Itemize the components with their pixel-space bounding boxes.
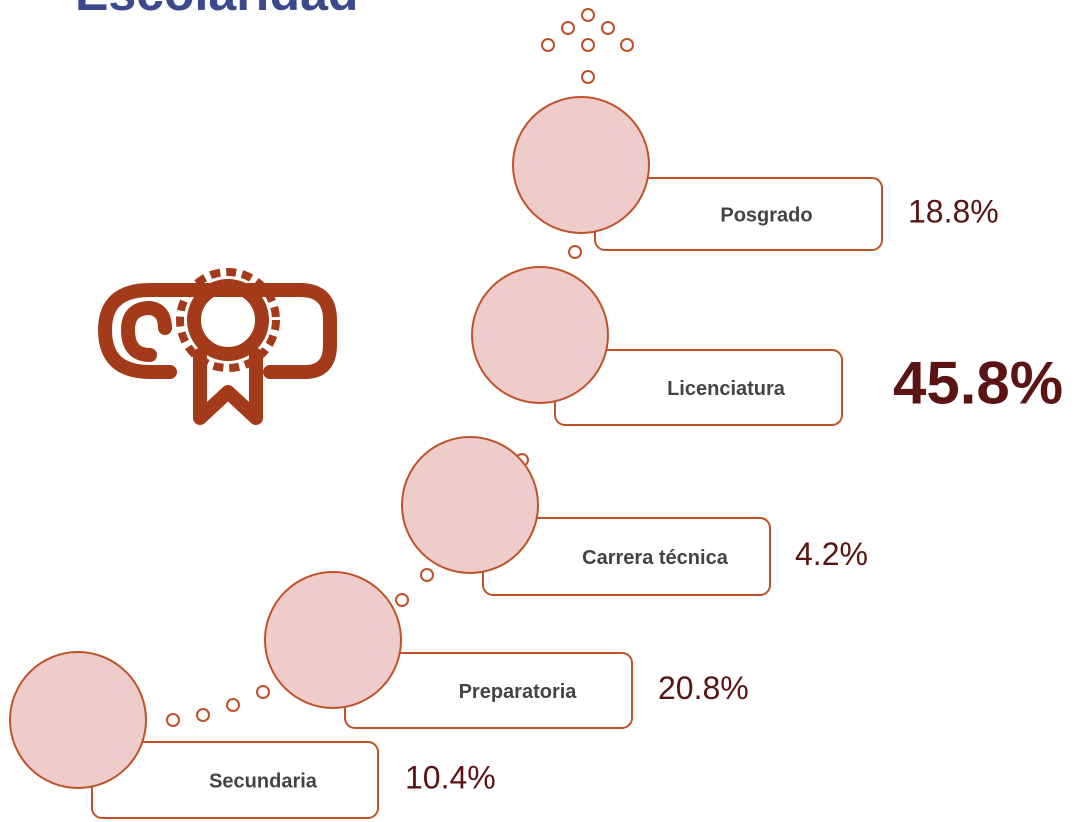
diploma-icon: [98, 279, 337, 425]
bubble: [512, 96, 650, 234]
item-value: 20.8%: [658, 670, 749, 706]
title: Escolaridad: [75, 0, 358, 21]
dot: [395, 593, 409, 607]
item-value: 4.2%: [795, 536, 868, 572]
dot: [226, 698, 240, 712]
dot: [256, 685, 270, 699]
bubble: [401, 436, 539, 574]
bubble: [264, 571, 402, 709]
dot: [541, 38, 555, 52]
dot: [568, 245, 582, 259]
dot: [420, 568, 434, 582]
item-label: Posgrado: [720, 204, 812, 226]
dot: [601, 21, 615, 35]
item-label: Carrera técnica: [582, 547, 729, 569]
dot: [581, 8, 595, 22]
dot: [196, 708, 210, 722]
bubble: [471, 266, 609, 404]
dot: [561, 21, 575, 35]
rosette: [176, 268, 280, 372]
item-value: 45.8%: [893, 349, 1063, 416]
item-value: 10.4%: [405, 759, 496, 795]
bubble: [9, 651, 147, 789]
dot: [581, 70, 595, 84]
dot: [620, 38, 634, 52]
dot: [166, 713, 180, 727]
item-value: 18.8%: [908, 193, 999, 229]
dot: [581, 38, 595, 52]
item-label: Licenciatura: [667, 378, 786, 400]
item-label: Preparatoria: [459, 681, 578, 703]
item-label: Secundaria: [209, 770, 318, 792]
